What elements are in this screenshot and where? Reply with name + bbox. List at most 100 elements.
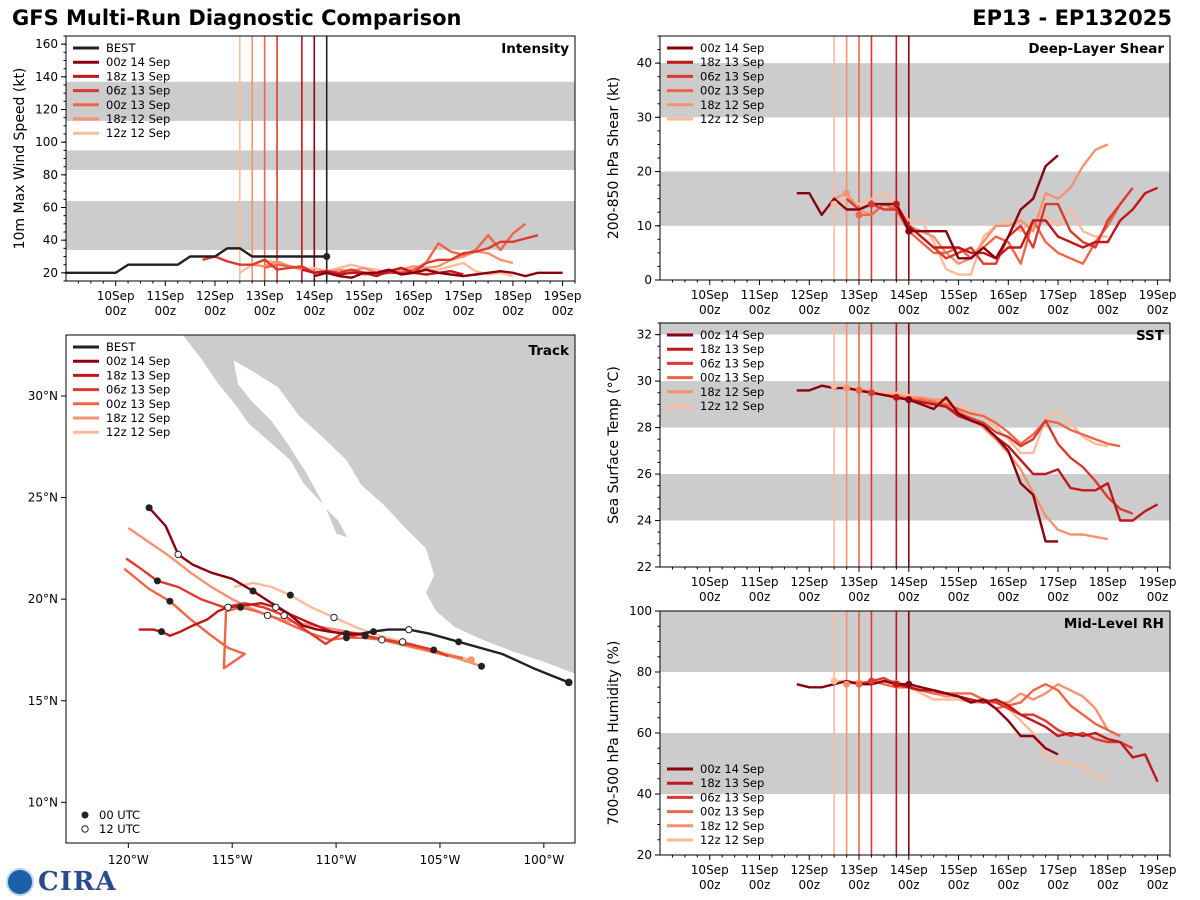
rh-series-00z-14-sep	[796, 679, 1059, 756]
sst-xtick-label-hour: 00z	[1097, 590, 1119, 604]
shear-series-group	[796, 143, 1159, 276]
intensity-band-2	[66, 81, 575, 121]
intensity-xtick-label-hour: 00z	[452, 304, 474, 318]
track-marker-12utc	[174, 550, 182, 559]
sst-band-0	[660, 474, 1170, 521]
track-marker-00utc	[369, 628, 377, 636]
track-marker-00utc	[455, 638, 463, 646]
intensity-xtick-label-day: 12Sep	[196, 289, 234, 303]
track-marker-12utc	[330, 613, 338, 622]
track-marker-00utc	[286, 591, 294, 599]
intensity-xtick-label-day: 17Sep	[444, 289, 482, 303]
track-marker-12utc	[398, 638, 407, 646]
sst-legend-label: 06z 13 Sep	[700, 356, 764, 370]
rh-xtick-label-day: 16Sep	[989, 863, 1027, 877]
intensity-series-00z-14-sep	[313, 268, 563, 279]
sst-ytick-label: 22	[637, 560, 652, 574]
shear-xtick-label-hour: 00z	[848, 303, 870, 317]
intensity-legend-label: 00z 13 Sep	[106, 98, 170, 112]
track-ytick-label: 30°N	[28, 389, 58, 403]
rh-xtick-label-hour: 00z	[1097, 878, 1119, 892]
shear-panel: 01020304010Sep00z11Sep00z12Sep00z13Sep00…	[606, 35, 1177, 317]
sst-legend-label: 18z 13 Sep	[700, 342, 764, 356]
intensity-ytick-label: 160	[35, 37, 58, 51]
track-marker-12utc	[378, 636, 386, 644]
shear-xtick-label-hour: 00z	[1097, 303, 1119, 317]
sst-init-dot-5	[905, 396, 913, 404]
intensity-xtick-label-hour: 00z	[353, 304, 375, 318]
rh-xtick-label-hour: 00z	[699, 878, 721, 892]
shear-xtick-label-day: 19Sep	[1139, 288, 1177, 302]
shear-init-dot-0	[830, 200, 838, 208]
rh-init-dot-0	[830, 677, 838, 685]
shear-series-18z-13-sep	[895, 186, 1159, 260]
shear-legend-label: 06z 13 Sep	[700, 69, 764, 83]
shear-xtick-label-hour: 00z	[948, 303, 970, 317]
shear-legend-label: 18z 13 Sep	[700, 55, 764, 69]
shear-xtick-label-day: 17Sep	[1039, 288, 1077, 302]
shear-init-dot-3	[867, 200, 875, 208]
intensity-xtick-label-hour: 00z	[502, 304, 524, 318]
rh-ytick-label: 40	[637, 787, 652, 801]
intensity-legend-label: 06z 13 Sep	[106, 84, 170, 98]
sst-series-00z-14-sep	[796, 384, 1058, 543]
track-map-group	[123, 335, 575, 687]
sst-xtick-label-day: 12Sep	[790, 575, 828, 589]
intensity-ytick-label: 20	[43, 266, 58, 280]
rh-xtick-label-hour: 00z	[1047, 878, 1069, 892]
shear-legend-label: 18z 12 Sep	[700, 98, 764, 112]
rh-xtick-label-hour: 00z	[848, 878, 870, 892]
shear-xtick-label-hour: 00z	[1047, 303, 1069, 317]
track-best-dot	[564, 678, 573, 687]
rh-xtick-label-day: 18Sep	[1089, 863, 1127, 877]
rh-legend-label: 18z 13 Sep	[700, 776, 764, 790]
track-marker-00utc	[166, 597, 174, 605]
track-ytick-label: 10°N	[28, 795, 58, 809]
track-legend-label: 18z 13 Sep	[106, 368, 170, 382]
shear-xtick-label-day: 11Sep	[741, 288, 779, 302]
rh-title: Mid-Level RH	[1064, 616, 1164, 632]
sst-xtick-label-day: 16Sep	[989, 575, 1027, 589]
sst-xtick-label-hour: 00z	[749, 590, 771, 604]
sst-ytick-label: 32	[637, 328, 652, 342]
rh-panel: 2040608010010Sep00z11Sep00z12Sep00z13Sep…	[606, 604, 1177, 892]
sst-xtick-label-hour: 00z	[1047, 590, 1069, 604]
sst-xtick-label-day: 17Sep	[1039, 575, 1077, 589]
shear-xtick-label-day: 18Sep	[1089, 288, 1127, 302]
track-marker-legend-00	[81, 811, 89, 819]
rh-ytick-label: 60	[637, 726, 652, 740]
sst-xtick-label-day: 18Sep	[1089, 575, 1127, 589]
sst-frame	[659, 322, 1171, 568]
noaa-logo-icon	[6, 868, 34, 896]
intensity-xtick-label-day: 13Sep	[246, 289, 284, 303]
sst-ylabel: Sea Surface Temp (°C)	[606, 366, 622, 524]
intensity-xtick-label-day: 10Sep	[97, 289, 135, 303]
shear-init-dot-2	[855, 211, 863, 219]
track-marker-12utc	[272, 603, 280, 611]
rh-xtick-label-day: 17Sep	[1039, 863, 1077, 877]
track-frame	[65, 334, 576, 844]
shear-band-0	[660, 171, 1170, 226]
intensity-legend-label: 18z 13 Sep	[106, 69, 170, 83]
track-ytick-label: 20°N	[28, 592, 58, 606]
track-legend-label: 18z 12 Sep	[106, 411, 170, 425]
track-marker-00utc	[158, 628, 166, 636]
shear-xtick-label-day: 16Sep	[989, 288, 1027, 302]
rh-xtick-label-hour: 00z	[998, 878, 1020, 892]
rh-band-0	[660, 733, 1170, 794]
track-marker-00utc	[237, 603, 245, 611]
rh-xtick-label-hour: 00z	[1147, 878, 1169, 892]
intensity-ytick-label: 60	[43, 201, 58, 215]
intensity-panel: 2040608010012014016010Sep00z11Sep00z12Se…	[12, 35, 582, 318]
rh-init-dot-1	[843, 680, 851, 688]
intensity-xtick-label-hour: 00z	[254, 304, 276, 318]
shear-xtick-label-day: 10Sep	[691, 288, 729, 302]
rh-legend-label: 06z 13 Sep	[700, 790, 764, 804]
sst-ytick-label: 26	[637, 467, 652, 481]
shear-xtick-label-day: 13Sep	[840, 288, 878, 302]
intensity-xtick-label-hour: 00z	[105, 304, 127, 318]
track-marker-12utc	[224, 603, 232, 611]
sst-init-dot-0	[830, 382, 838, 390]
sst-legend-label: 00z 13 Sep	[700, 371, 764, 385]
